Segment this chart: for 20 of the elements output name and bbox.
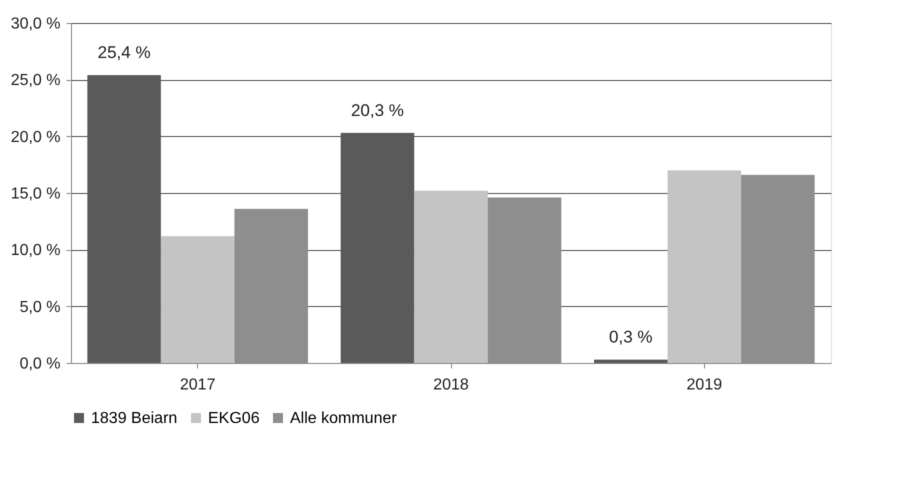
legend-label: Alle kommuner	[290, 410, 398, 427]
y-tick-label: 25,0 %	[10, 72, 60, 90]
bar	[414, 190, 488, 363]
bar	[594, 360, 668, 363]
legend-label: 1839 Beiarn	[91, 410, 178, 427]
y-tick-label: 5,0 %	[20, 298, 60, 316]
y-tick-label: 10,0 %	[10, 242, 60, 260]
y-tick-label: 20,0 %	[10, 128, 60, 146]
data-label: 20,3 %	[350, 100, 404, 120]
x-tick-label: 2017	[180, 376, 216, 394]
bar	[160, 236, 234, 363]
data-label: 0,3 %	[609, 328, 653, 347]
x-tick-label: 2019	[686, 376, 722, 394]
y-tick-label: 15,0 %	[10, 186, 60, 202]
y-tick-label: 0,0 %	[20, 356, 60, 372]
bar	[668, 170, 742, 363]
x-tick-label: 2018	[433, 376, 469, 394]
data-label: 25,4 %	[98, 43, 151, 62]
legend-label: EKG06	[208, 410, 260, 427]
y-tick-label: 30,0 %	[10, 16, 60, 32]
